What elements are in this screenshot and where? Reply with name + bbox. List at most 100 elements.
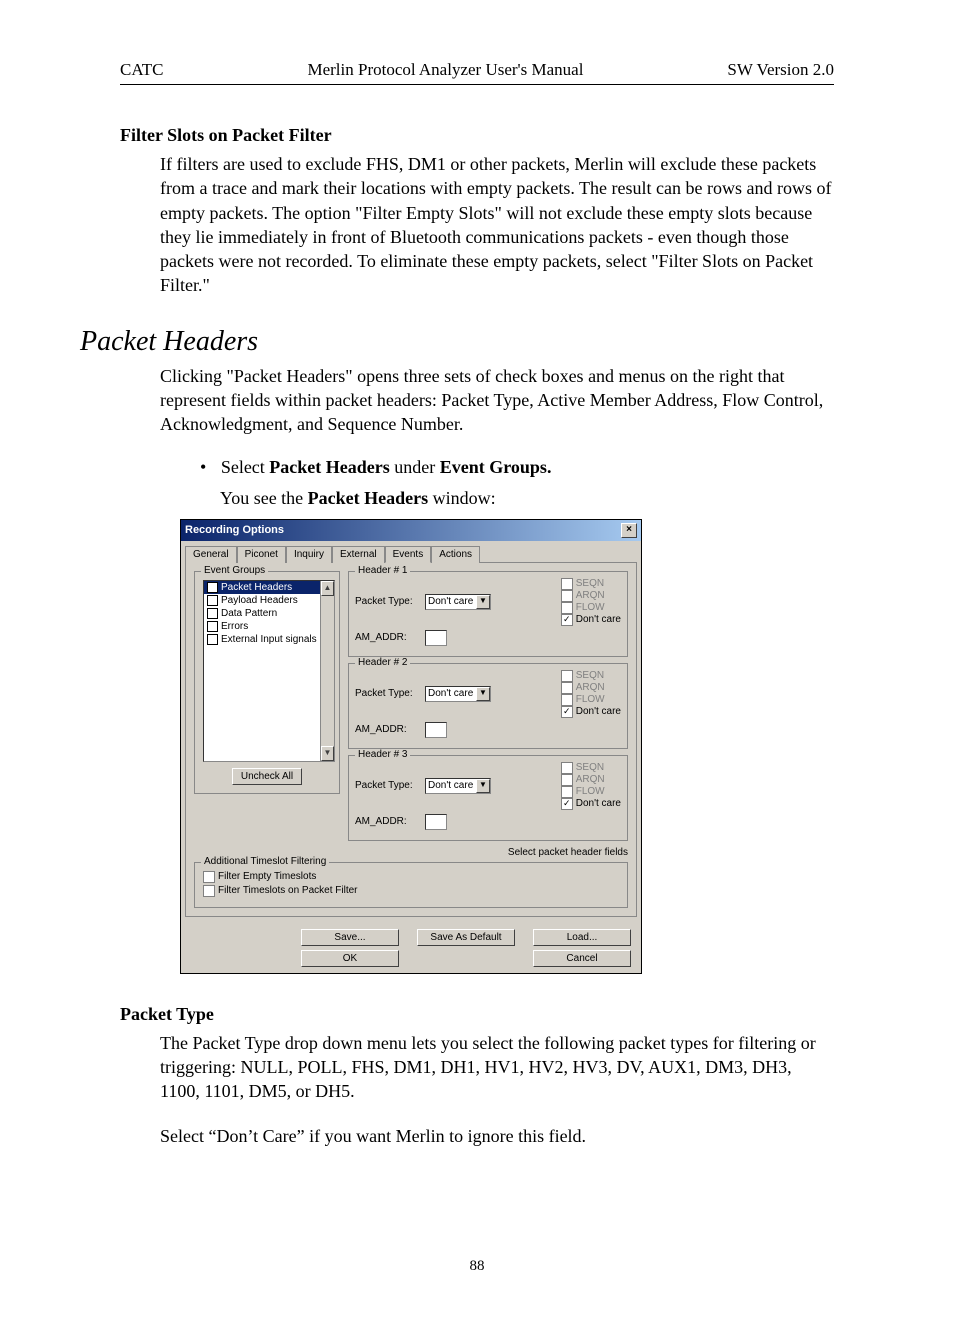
packet-type-label: Packet Type: bbox=[355, 596, 421, 607]
event-groups-legend: Event Groups bbox=[201, 565, 268, 576]
filter-slots-title: Filter Slots on Packet Filter bbox=[120, 125, 834, 146]
bullet-text-mid: under bbox=[390, 457, 440, 477]
list-item[interactable]: Packet Headers bbox=[204, 581, 334, 594]
list-item[interactable]: Errors bbox=[204, 620, 334, 633]
dropdown-value: Don't care bbox=[428, 596, 473, 607]
checkbox-arqn[interactable] bbox=[561, 774, 573, 786]
load-button[interactable]: Load... bbox=[533, 929, 631, 946]
am-addr-label: AM_ADDR: bbox=[355, 724, 421, 735]
checkbox-arqn[interactable] bbox=[561, 682, 573, 694]
checkbox-icon[interactable] bbox=[207, 582, 218, 593]
atf-opt2-label: Filter Timeslots on Packet Filter bbox=[218, 885, 357, 896]
headers-column: Header # 1 Packet Type: Don't care▼ SEQN… bbox=[348, 571, 628, 858]
list-item[interactable]: External Input signals bbox=[204, 633, 334, 646]
checkbox-dontcare[interactable]: ✓ bbox=[561, 798, 573, 810]
flag-label: Don't care bbox=[576, 798, 621, 809]
checkbox-seqn[interactable] bbox=[561, 762, 573, 774]
select-header-fields-note: Select packet header fields bbox=[348, 847, 628, 858]
checkbox-icon[interactable] bbox=[207, 634, 218, 645]
checkbox-seqn[interactable] bbox=[561, 670, 573, 682]
list-item[interactable]: Payload Headers bbox=[204, 594, 334, 607]
header-3-legend: Header # 3 bbox=[355, 749, 410, 760]
list-item-label: Data Pattern bbox=[221, 608, 277, 619]
packet-type-dropdown[interactable]: Don't care▼ bbox=[425, 594, 491, 610]
checkbox-filter-packet[interactable] bbox=[203, 885, 215, 897]
packet-type-title: Packet Type bbox=[120, 1004, 834, 1025]
am-addr-input[interactable] bbox=[425, 722, 447, 738]
header-2-legend: Header # 2 bbox=[355, 657, 410, 668]
cancel-button[interactable]: Cancel bbox=[533, 950, 631, 967]
header-right: SW Version 2.0 bbox=[727, 60, 834, 80]
list-item-label: Errors bbox=[221, 621, 248, 632]
tab-general[interactable]: General bbox=[185, 546, 237, 563]
save-default-button[interactable]: Save As Default bbox=[417, 929, 515, 946]
dropdown-value: Don't care bbox=[428, 780, 473, 791]
header-2-box: Header # 2 Packet Type: Don't care▼ SEQN… bbox=[348, 663, 628, 749]
bullet-dot-icon: • bbox=[200, 457, 206, 477]
chevron-down-icon: ▼ bbox=[476, 595, 490, 609]
chevron-down-icon: ▼ bbox=[476, 687, 490, 701]
lead-line: You see the Packet Headers window: bbox=[220, 488, 834, 509]
scroll-up-icon[interactable]: ▲ bbox=[321, 581, 334, 596]
event-groups-box: Event Groups Packet Headers Payload Head… bbox=[194, 571, 340, 794]
ok-button[interactable]: OK bbox=[301, 950, 399, 967]
tab-inquiry[interactable]: Inquiry bbox=[286, 546, 332, 563]
page-number: 88 bbox=[120, 1258, 834, 1275]
tab-external[interactable]: External bbox=[332, 546, 385, 563]
header-left: CATC bbox=[120, 60, 163, 80]
packet-type-label: Packet Type: bbox=[355, 688, 421, 699]
packet-type-body2: Select “Don’t Care” if you want Merlin t… bbox=[160, 1124, 834, 1148]
checkbox-filter-empty[interactable] bbox=[203, 871, 215, 883]
save-button[interactable]: Save... bbox=[301, 929, 399, 946]
packet-type-body: The Packet Type drop down menu lets you … bbox=[160, 1031, 834, 1104]
checkbox-flow[interactable] bbox=[561, 786, 573, 798]
additional-timeslot-filtering-box: Additional Timeslot Filtering Filter Emp… bbox=[194, 862, 628, 908]
flag-label: SEQN bbox=[576, 670, 604, 681]
checkbox-flow[interactable] bbox=[561, 694, 573, 706]
filter-slots-body: If filters are used to exclude FHS, DM1 … bbox=[160, 152, 834, 298]
tab-actions[interactable]: Actions bbox=[431, 546, 480, 563]
flag-label: Don't care bbox=[576, 614, 621, 625]
checkbox-dontcare[interactable]: ✓ bbox=[561, 614, 573, 626]
list-item[interactable]: Data Pattern bbox=[204, 607, 334, 620]
flag-label: ARQN bbox=[576, 774, 605, 785]
am-addr-input[interactable] bbox=[425, 814, 447, 830]
flag-label: ARQN bbox=[576, 590, 605, 601]
dialog-title: Recording Options bbox=[185, 524, 284, 536]
packet-headers-title: Packet Headers bbox=[80, 326, 834, 358]
header-1-legend: Header # 1 bbox=[355, 565, 410, 576]
flag-label: FLOW bbox=[576, 602, 605, 613]
checkbox-icon[interactable] bbox=[207, 608, 218, 619]
tab-piconet[interactable]: Piconet bbox=[237, 546, 286, 563]
header-1-box: Header # 1 Packet Type: Don't care▼ SEQN… bbox=[348, 571, 628, 657]
lead-post: window: bbox=[428, 488, 496, 508]
uncheck-all-button[interactable]: Uncheck All bbox=[232, 768, 302, 785]
event-groups-list[interactable]: Packet Headers Payload Headers Data Patt… bbox=[203, 580, 335, 762]
select-bullet: • Select Packet Headers under Event Grou… bbox=[200, 457, 834, 478]
packet-type-label: Packet Type: bbox=[355, 780, 421, 791]
checkbox-seqn[interactable] bbox=[561, 578, 573, 590]
am-addr-input[interactable] bbox=[425, 630, 447, 646]
flag-label: FLOW bbox=[576, 786, 605, 797]
checkbox-icon[interactable] bbox=[207, 595, 218, 606]
checkbox-arqn[interactable] bbox=[561, 590, 573, 602]
dialog-tabs: General Piconet Inquiry External Events … bbox=[181, 541, 641, 562]
scroll-down-icon[interactable]: ▼ bbox=[321, 746, 334, 761]
dialog-button-row: Save... OK Save As Default Load... Cance… bbox=[181, 923, 641, 973]
checkbox-flow[interactable] bbox=[561, 602, 573, 614]
flag-label: SEQN bbox=[576, 578, 604, 589]
atf-legend: Additional Timeslot Filtering bbox=[201, 856, 329, 867]
chevron-down-icon: ▼ bbox=[476, 779, 490, 793]
header-center: Merlin Protocol Analyzer User's Manual bbox=[307, 60, 583, 80]
close-button[interactable]: × bbox=[621, 523, 637, 538]
am-addr-label: AM_ADDR: bbox=[355, 632, 421, 643]
packet-type-dropdown[interactable]: Don't care▼ bbox=[425, 778, 491, 794]
lead-pre: You see the bbox=[220, 488, 308, 508]
packet-type-dropdown[interactable]: Don't care▼ bbox=[425, 686, 491, 702]
scrollbar[interactable]: ▲ ▼ bbox=[320, 581, 334, 761]
checkbox-icon[interactable] bbox=[207, 621, 218, 632]
dropdown-value: Don't care bbox=[428, 688, 473, 699]
tab-events[interactable]: Events bbox=[385, 546, 432, 563]
events-tab-panel: Event Groups Packet Headers Payload Head… bbox=[185, 562, 637, 917]
checkbox-dontcare[interactable]: ✓ bbox=[561, 706, 573, 718]
